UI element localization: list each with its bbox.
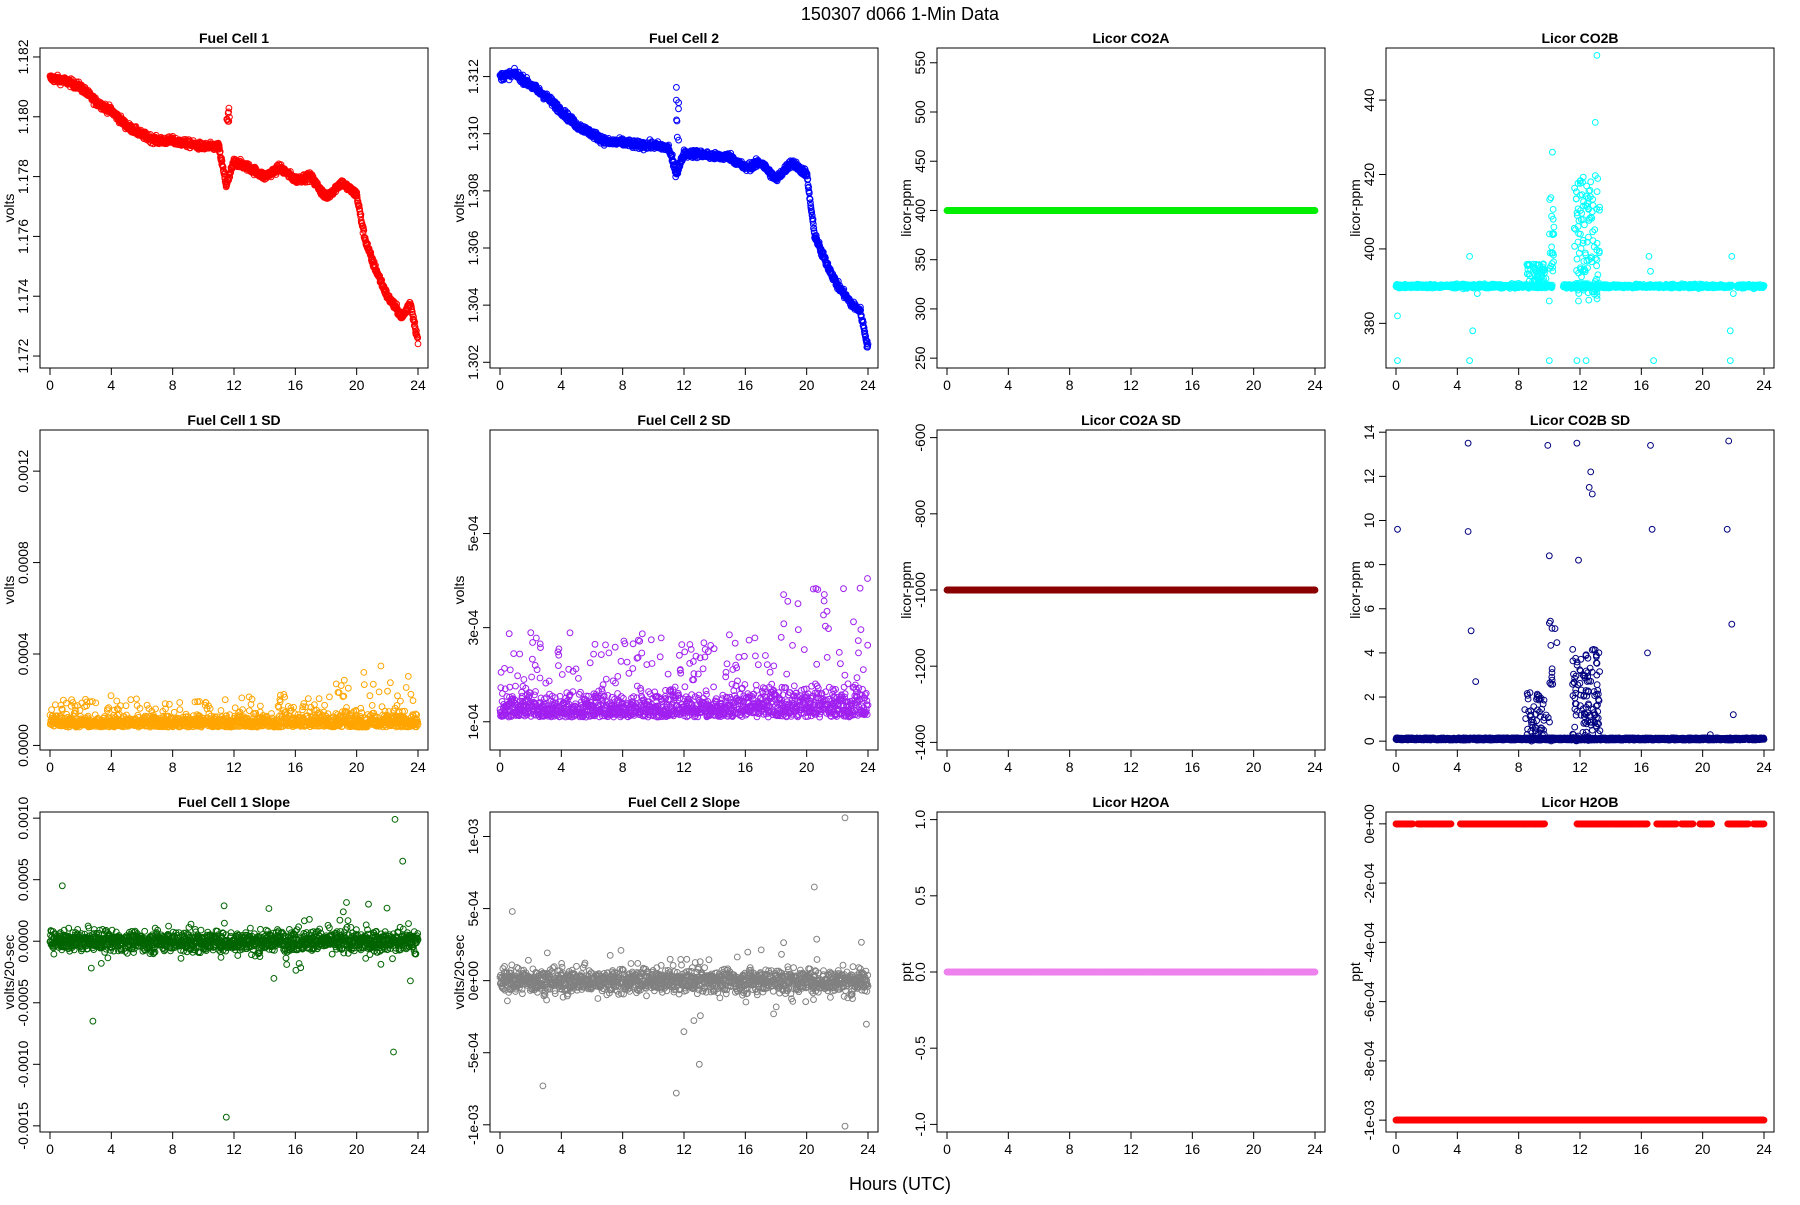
y-tick-label: 300 [912, 297, 928, 321]
y-tick-label: 1.178 [15, 159, 31, 194]
x-tick-label: 16 [738, 377, 754, 393]
y-tick-label: 1.174 [15, 278, 31, 313]
y-tick-label: 1.172 [15, 338, 31, 373]
data-point [674, 85, 680, 91]
y-tick-label: 1.180 [15, 99, 31, 134]
x-tick-label: 0 [943, 377, 951, 393]
data-points [497, 65, 871, 350]
x-tick-label: 0 [46, 377, 54, 393]
y-tick-label: 1.308 [465, 173, 481, 208]
panel-title: Licor CO2A [1092, 30, 1169, 46]
data-points [1393, 53, 1767, 364]
x-tick-label: 4 [557, 377, 565, 393]
x-tick-label: 8 [169, 377, 177, 393]
y-tick-label: 450 [912, 149, 928, 173]
panel-title: Fuel Cell 2 [649, 30, 719, 46]
panels: Fuel Cell 1 volts 0 4 8 12 16 20 24 1.172 1.174 1.1… [1, 30, 1774, 1157]
y-tick-label: 400 [912, 199, 928, 223]
x-tick-label: 12 [676, 377, 692, 393]
x-tick-label: 8 [1066, 377, 1074, 393]
y-tick-label: 1.312 [465, 59, 481, 94]
x-tick-label: 12 [1123, 377, 1139, 393]
data-point [676, 106, 682, 112]
x-tick-label: 0 [496, 377, 504, 393]
x-tick-label: 4 [107, 377, 115, 393]
x-tick-label: 20 [349, 377, 365, 393]
data-points [47, 72, 421, 347]
y-tick-label: 1.302 [465, 345, 481, 380]
x-tick-label: 4 [1004, 377, 1012, 393]
x-tick-label: 24 [860, 377, 876, 393]
x-tick-label: 20 [1246, 377, 1262, 393]
y-tick-label: 500 [912, 100, 928, 124]
panel-1: Fuel Cell 1 volts 0 4 8 12 16 20 24 1.172 1.174 1.1… [1, 30, 428, 393]
panel-title: Fuel Cell 1 [199, 30, 269, 46]
y-tick-label: 1.182 [15, 39, 31, 74]
x-tick-label: 16 [1185, 377, 1201, 393]
data-points [944, 208, 1318, 214]
x-tick-label: 20 [799, 377, 815, 393]
y-tick-label: 350 [912, 248, 928, 272]
y-tick-label: 1.306 [465, 230, 481, 265]
x-tick-label: 12 [226, 377, 242, 393]
x-tick-label: 8 [619, 377, 627, 393]
figure-title: 150307 d066 1-Min Data [801, 4, 1000, 24]
y-tick-label: 550 [912, 51, 928, 75]
data-point [415, 341, 421, 347]
x-tick-label: 24 [410, 377, 426, 393]
y-tick-label: 250 [912, 346, 928, 370]
x-axis-label: Hours (UTC) [849, 1174, 951, 1194]
x-tick-label: 16 [288, 377, 304, 393]
y-axis-label: volts [1, 194, 17, 223]
y-tick-label: 1.304 [465, 287, 481, 322]
x-tick-label: 24 [1307, 377, 1323, 393]
y-tick-label: 1.176 [15, 219, 31, 254]
y-tick-label: 1.310 [465, 116, 481, 151]
